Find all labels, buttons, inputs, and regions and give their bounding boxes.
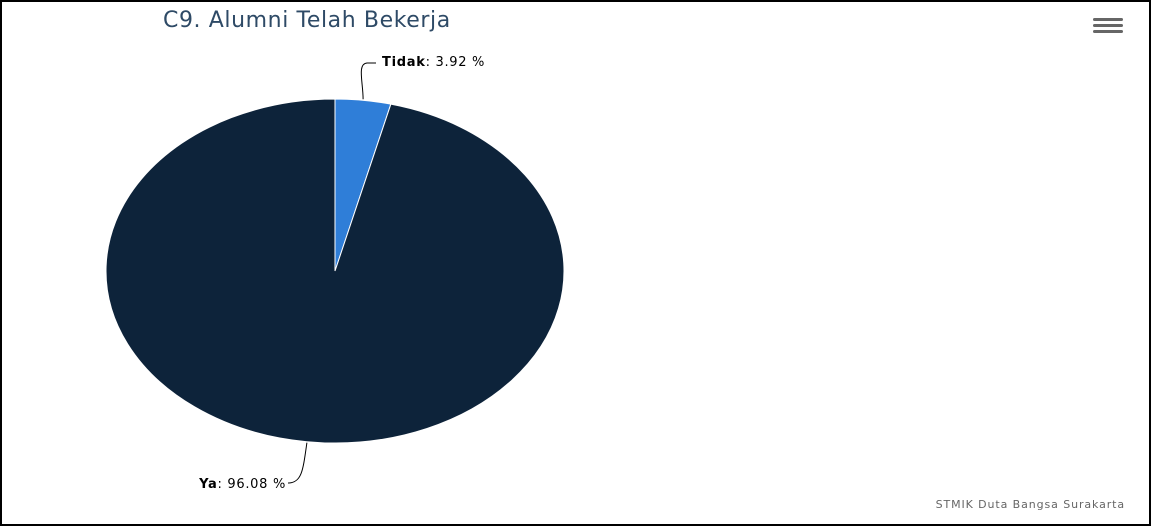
chart-title: C9. Alumni Telah Bekerja — [163, 8, 451, 33]
chart-credits[interactable]: STMIK Duta Bangsa Surakarta — [935, 498, 1125, 511]
chart-menu-button[interactable] — [1089, 14, 1123, 40]
hamburger-menu-icon-bar — [1093, 30, 1123, 33]
data-label-name: Ya — [198, 477, 217, 492]
data-label-ya: Ya: 96.08 % — [198, 477, 286, 492]
hamburger-menu-icon-bar — [1093, 18, 1123, 21]
data-label-tidak: Tidak: 3.92 % — [382, 55, 485, 70]
data-label-name: Tidak — [382, 55, 426, 70]
hamburger-menu-icon-bar — [1093, 24, 1123, 27]
pie-slice-ya[interactable] — [105, 98, 565, 444]
data-label-connector-ya — [288, 442, 308, 484]
data-label-value: : 3.92 % — [426, 55, 486, 70]
data-label-value: : 96.08 % — [217, 477, 286, 492]
data-label-connector-tidak — [360, 62, 376, 100]
